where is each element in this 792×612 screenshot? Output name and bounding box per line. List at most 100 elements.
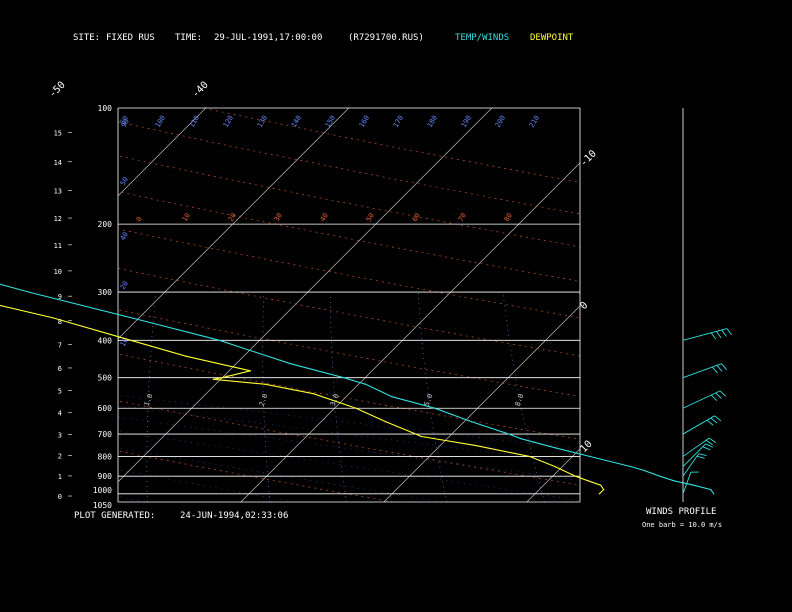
- file-name: (R7291700.RUS): [348, 33, 424, 43]
- theta-label-200: 80: [503, 212, 514, 223]
- theta-label-200: 10: [181, 212, 192, 223]
- wind-barb: [708, 437, 717, 443]
- isotherm-line: [383, 305, 580, 502]
- profile-point-temp-winds: [434, 407, 436, 409]
- height-tick-label: 8: [58, 318, 62, 326]
- height-tick-label: 10: [54, 268, 62, 276]
- wind-staff: [682, 415, 715, 435]
- profile-point-temp-winds: [710, 488, 712, 491]
- winds-profile-note: One barb = 10.0 m/s: [642, 521, 723, 529]
- mixing-ratio-label: 2.0: [258, 393, 270, 408]
- height-tick-label: 7: [58, 342, 62, 350]
- profile-point-temp-winds: [243, 347, 245, 350]
- moist-adiabat-line: [118, 448, 442, 502]
- profile-point-dewpoint: [185, 355, 187, 357]
- dry-adiabat-line: [118, 267, 580, 357]
- profile-point-temp-winds: [659, 475, 661, 477]
- pressure-label: 900: [98, 472, 113, 481]
- wind-barb: [721, 363, 728, 371]
- profile-point-dewpoint: [574, 475, 577, 477]
- dry-adiabat-line: [118, 191, 580, 282]
- wind-barb: [710, 394, 718, 401]
- height-tick-label: 3: [58, 431, 62, 439]
- profile-point-temp-winds: [554, 447, 556, 449]
- profile-point-temp-winds: [630, 465, 632, 468]
- height-tick-label: 5: [58, 388, 62, 396]
- isotherm-label-top: -40: [190, 80, 211, 101]
- site-label: SITE:: [73, 33, 101, 43]
- wind-staff: [682, 390, 721, 409]
- mixing-ratio-line: [0, 292, 24, 502]
- dry-adiabat-line: [118, 121, 580, 215]
- plot-generated-value: 24-JUN-1994,02:33:06: [180, 511, 289, 521]
- profile-point-dewpoint: [249, 370, 252, 372]
- profile-point-dewpoint: [598, 493, 600, 495]
- dry-adiabat-line: [118, 228, 580, 319]
- wind-barb: [721, 329, 727, 337]
- wind-staff: [682, 363, 722, 379]
- profile-line-dewpoint: [0, 304, 605, 495]
- isotherm-line: [240, 162, 580, 502]
- legend-temp: TEMP/WINDS: [455, 33, 510, 43]
- wind-barb: [716, 331, 722, 339]
- theta-label-top: 180: [426, 114, 439, 129]
- theta-label-top: 170: [392, 114, 405, 129]
- legend-dewpoint: DEWPOINT: [530, 33, 574, 43]
- profile-point-dewpoint: [355, 407, 357, 409]
- profile-point-dewpoint: [602, 488, 605, 491]
- wind-barb: [705, 439, 713, 446]
- theta-label-left: 60: [119, 115, 130, 126]
- height-tick-label: 15: [54, 129, 62, 137]
- dry-adiabat-line: [118, 309, 580, 397]
- wind-staff: [682, 453, 700, 477]
- dry-adiabat-line: [118, 353, 580, 440]
- wind-barb: [715, 392, 722, 399]
- moist-adiabat-line: [118, 469, 294, 502]
- isotherm-line: [118, 108, 493, 483]
- theta-label-200: 50: [365, 212, 376, 223]
- profile-point-dewpoint: [221, 377, 223, 379]
- wind-barb: [705, 443, 714, 448]
- profile-point-temp-winds: [713, 493, 715, 495]
- profile-point-temp-winds: [218, 339, 221, 341]
- theta-label-top: 210: [528, 114, 541, 129]
- wind-barb: [710, 332, 717, 340]
- pressure-label: 200: [98, 220, 113, 229]
- height-tick-label: 14: [54, 159, 62, 167]
- theta-label-200: 30: [273, 212, 284, 223]
- pressure-label: 500: [98, 374, 113, 383]
- isotherm-line: [118, 108, 207, 197]
- wind-barb: [696, 455, 705, 459]
- wind-staff: [682, 328, 728, 341]
- time-value: 29-JUL-1991,17:00:00: [214, 33, 323, 43]
- isotherm-label-right: -10: [578, 148, 599, 169]
- profile-point-dewpoint: [554, 465, 556, 468]
- pressure-label: 800: [98, 452, 113, 461]
- profile-point-temp-winds: [643, 469, 645, 472]
- profile-point-dewpoint: [212, 378, 214, 380]
- profile-point-dewpoint: [415, 433, 417, 435]
- moist-adiabat-line: [118, 496, 145, 502]
- profile-point-dewpoint: [312, 393, 315, 395]
- dry-adiabat-line: [202, 108, 580, 183]
- height-tick-label: 2: [58, 452, 62, 460]
- profile-point-dewpoint: [587, 480, 589, 482]
- moist-adiabat-line: [118, 417, 580, 481]
- theta-label-left: 40: [119, 231, 130, 242]
- wind-staff: [682, 437, 710, 457]
- theta-label-200: 60: [411, 212, 422, 223]
- theta-label-200: 40: [319, 212, 330, 223]
- wind-barb: [698, 453, 707, 457]
- isotherm-label-right: 10: [578, 439, 594, 455]
- profile-point-temp-winds: [131, 317, 133, 319]
- profile-point-temp-winds: [470, 421, 472, 423]
- theta-label-200: 0: [135, 215, 144, 223]
- theta-label-left: 20: [119, 280, 130, 291]
- profile-point-temp-winds: [508, 433, 510, 435]
- wind-barb: [710, 417, 718, 424]
- wind-staff: [682, 472, 692, 494]
- dry-adiabat-line: [0, 108, 103, 502]
- height-tick-label: 6: [58, 365, 62, 373]
- theta-label-top: 90: [120, 118, 131, 129]
- mixing-ratio-label: 3.0: [329, 393, 341, 408]
